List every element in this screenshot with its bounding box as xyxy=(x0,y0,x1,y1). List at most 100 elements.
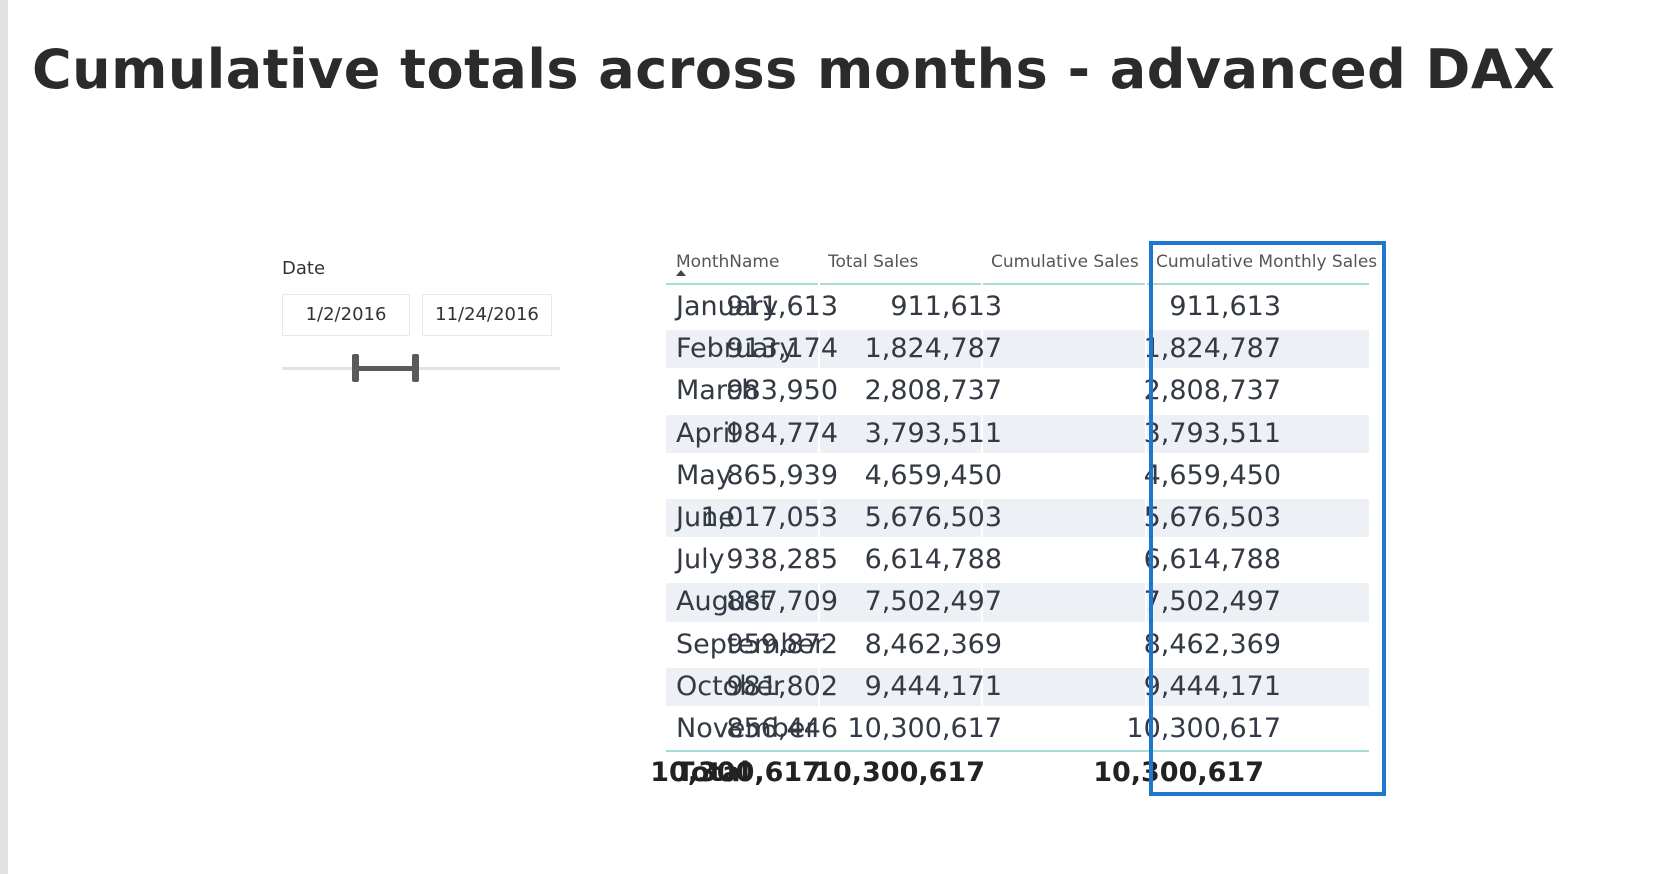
cell-cumulative-sales: 9,444,171 xyxy=(864,670,1002,702)
date-slider-track[interactable] xyxy=(282,367,560,370)
table-total-row: Total 10,300,617 10,300,617 10,300,617 xyxy=(650,750,1369,796)
row-stripe xyxy=(666,330,818,369)
row-stripe xyxy=(1147,330,1369,369)
cell-total-sales: 1,017,053 xyxy=(700,501,838,533)
header-rule xyxy=(1147,283,1369,285)
slider-start-handle[interactable] xyxy=(352,354,359,382)
cell-cumulative-monthly-sales: 7,502,497 xyxy=(1143,586,1281,618)
date-slider-range xyxy=(354,366,416,371)
cell-cumulative-monthly-sales: 4,659,450 xyxy=(1143,459,1281,491)
cell-month: August xyxy=(676,586,771,618)
cell-cumulative-monthly-sales: 2,808,737 xyxy=(1143,375,1281,407)
total-cumulative-sales: 10,300,617 xyxy=(814,757,985,789)
cell-cumulative-sales: 5,676,503 xyxy=(864,501,1002,533)
table-row[interactable]: January 911,613 911,613 911,613 xyxy=(666,286,1386,328)
cell-cumulative-sales: 1,824,787 xyxy=(864,333,1002,365)
cell-cumulative-monthly-sales: 6,614,788 xyxy=(1143,544,1281,576)
row-stripe xyxy=(1147,667,1369,706)
cell-cumulative-monthly-sales: 911,613 xyxy=(1169,291,1281,322)
cell-month: May xyxy=(676,459,732,491)
cell-month: April xyxy=(676,417,738,449)
total-cumulative-monthly-sales: 10,300,617 xyxy=(1093,757,1264,789)
table-row[interactable]: May 865,939 4,659,450 4,659,450 xyxy=(666,455,1386,497)
cell-cumulative-sales: 6,614,788 xyxy=(864,544,1002,576)
cell-cumulative-monthly-sales: 1,824,787 xyxy=(1143,333,1281,365)
cell-cumulative-sales: 2,808,737 xyxy=(864,375,1002,407)
start-date-input[interactable]: 1/2/2016 xyxy=(282,294,410,336)
cell-total-sales: 911,613 xyxy=(726,291,838,322)
cell-total-sales: 959,872 xyxy=(726,628,838,660)
row-stripe xyxy=(666,498,818,538)
cell-month: March xyxy=(676,375,759,407)
cell-cumulative-sales: 3,793,511 xyxy=(864,417,1002,449)
header-cumulative-sales[interactable]: Cumulative Sales xyxy=(991,252,1139,272)
date-slicer: Date 1/2/2016 11/24/2016 xyxy=(282,258,562,382)
cell-total-sales: 983,950 xyxy=(726,375,838,407)
table-row[interactable]: March 983,950 2,808,737 2,808,737 xyxy=(666,370,1386,412)
table-row[interactable]: June 1,017,053 5,676,503 5,676,503 xyxy=(666,497,1386,539)
cell-cumulative-sales: 911,613 xyxy=(890,291,1002,322)
header-cumulative-monthly-sales[interactable]: Cumulative Monthly Sales xyxy=(1156,252,1378,272)
sales-table: MonthName Total Sales Cumulative Sales C… xyxy=(650,240,1386,796)
table-body: January 911,613 911,613 911,613 February… xyxy=(666,286,1386,750)
cell-cumulative-sales: 7,502,497 xyxy=(864,586,1002,618)
cell-month: February xyxy=(676,333,796,365)
end-date-input[interactable]: 11/24/2016 xyxy=(422,294,552,336)
cell-total-sales: 938,285 xyxy=(726,544,838,576)
cell-cumulative-monthly-sales: 10,300,617 xyxy=(1126,712,1281,744)
table-header-row: MonthName Total Sales Cumulative Sales C… xyxy=(666,240,1386,286)
cell-total-sales: 913,174 xyxy=(726,333,838,365)
total-total-sales: 10,300,617 xyxy=(650,757,821,789)
cell-total-sales: 984,774 xyxy=(726,417,838,449)
row-stripe xyxy=(820,330,981,369)
slider-end-handle[interactable] xyxy=(412,354,419,382)
row-stripe xyxy=(666,667,818,706)
left-edge-bar xyxy=(0,0,8,874)
cell-cumulative-monthly-sales: 5,676,503 xyxy=(1143,501,1281,533)
row-stripe xyxy=(666,414,818,453)
header-rule xyxy=(983,283,1145,285)
table-row[interactable]: August 887,709 7,502,497 7,502,497 xyxy=(666,581,1386,623)
table-row[interactable]: November 856,446 10,300,617 10,300,617 xyxy=(666,708,1386,750)
row-stripe xyxy=(983,414,1145,453)
row-stripe xyxy=(666,583,818,622)
cell-cumulative-monthly-sales: 3,793,511 xyxy=(1143,417,1281,449)
cell-month: November xyxy=(676,712,817,744)
slicer-label: Date xyxy=(282,258,326,279)
header-monthname[interactable]: MonthName xyxy=(676,252,780,272)
cell-cumulative-monthly-sales: 9,444,171 xyxy=(1143,670,1281,702)
cell-cumulative-sales: 8,462,369 xyxy=(864,628,1002,660)
table-row[interactable]: July 938,285 6,614,788 6,614,788 xyxy=(666,539,1386,581)
cell-total-sales: 865,939 xyxy=(726,459,838,491)
header-rule xyxy=(820,283,981,285)
cell-month: June xyxy=(676,501,735,533)
row-stripe xyxy=(1147,583,1369,622)
sort-ascending-icon xyxy=(676,270,686,276)
row-stripe xyxy=(1147,498,1369,538)
row-stripe xyxy=(983,330,1145,369)
row-stripe xyxy=(1147,414,1369,453)
header-total-sales[interactable]: Total Sales xyxy=(828,252,919,272)
row-stripe xyxy=(983,498,1145,538)
page-title: Cumulative totals across months - advanc… xyxy=(32,38,1556,101)
cell-total-sales: 856,446 xyxy=(726,712,838,744)
total-label: Total xyxy=(676,757,750,789)
row-stripe xyxy=(983,667,1145,706)
row-stripe xyxy=(820,498,981,538)
table-row[interactable]: September 959,872 8,462,369 8,462,369 xyxy=(666,624,1386,666)
cell-cumulative-monthly-sales: 8,462,369 xyxy=(1143,628,1281,660)
cell-month: October xyxy=(676,670,785,702)
table-row[interactable]: April 984,774 3,793,511 3,793,511 xyxy=(666,413,1386,455)
cell-cumulative-sales: 4,659,450 xyxy=(864,459,1002,491)
header-rule xyxy=(666,283,818,285)
cell-month: July xyxy=(676,544,725,576)
cell-cumulative-sales: 10,300,617 xyxy=(847,712,1002,744)
row-stripe xyxy=(820,583,981,622)
row-stripe xyxy=(983,583,1145,622)
row-stripe xyxy=(820,667,981,706)
cell-total-sales: 887,709 xyxy=(726,586,838,618)
table-row[interactable]: February 913,174 1,824,787 1,824,787 xyxy=(666,328,1386,370)
cell-month: January xyxy=(676,291,779,322)
table-row[interactable]: October 981,802 9,444,171 9,444,171 xyxy=(666,666,1386,708)
